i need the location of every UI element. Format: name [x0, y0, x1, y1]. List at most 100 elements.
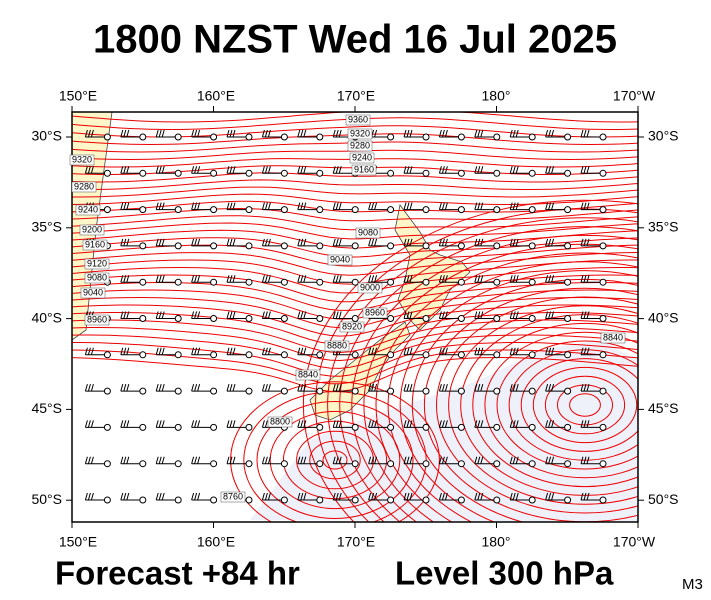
- wind-barb: [480, 238, 484, 247]
- wind-barb: [232, 383, 236, 392]
- station: [103, 460, 111, 468]
- wind-barb: [403, 383, 407, 392]
- wind-barb: [368, 202, 372, 210]
- wind-barb: [155, 275, 159, 283]
- wind-barb: [583, 238, 587, 247]
- wind-barb: [303, 129, 307, 138]
- station: [387, 460, 395, 468]
- wind-barb: [515, 129, 519, 138]
- wind-barb: [512, 383, 516, 392]
- wind-barb: [545, 238, 549, 247]
- lat-label-left: 35°S: [31, 219, 62, 235]
- wind-barb: [264, 202, 268, 210]
- wind-barb: [371, 492, 375, 501]
- contour: [351, 234, 638, 522]
- wind-barb: [120, 275, 124, 283]
- contour: [315, 208, 638, 522]
- contour-label-box: [84, 314, 110, 326]
- station: [210, 242, 218, 250]
- contour-label: 9240: [78, 204, 98, 214]
- station: [351, 242, 359, 250]
- wind-barb: [586, 166, 590, 174]
- wind-barb: [406, 129, 410, 138]
- wind-barb: [155, 420, 159, 428]
- station: [422, 460, 430, 468]
- wind-barb: [197, 311, 201, 319]
- wind-barb: [194, 129, 198, 138]
- wind-barb: [155, 492, 159, 501]
- wind-barb: [303, 311, 307, 319]
- lat-label-left: 45°S: [31, 400, 62, 416]
- station: [528, 206, 536, 214]
- wind-barb: [158, 311, 162, 319]
- contour-label: 8960: [87, 314, 107, 324]
- wind-barb: [158, 347, 162, 355]
- station: [457, 133, 465, 141]
- contour-label: 9200: [82, 224, 102, 234]
- wind-barb: [261, 166, 265, 174]
- station: [528, 423, 536, 431]
- contour: [72, 222, 638, 240]
- wind-barb: [197, 492, 201, 501]
- wind-barb: [480, 456, 484, 464]
- station: [422, 242, 430, 250]
- wind-barb: [480, 166, 484, 174]
- wind-barb: [126, 166, 130, 174]
- wind-barb: [444, 492, 448, 501]
- wind-barb: [441, 456, 445, 464]
- wind-barb: [441, 492, 445, 501]
- station: [493, 169, 501, 177]
- wind-barb: [120, 202, 124, 210]
- wind-barb: [229, 202, 233, 210]
- wind-barb: [438, 456, 442, 464]
- wind-barb: [123, 129, 127, 138]
- wind-barb: [548, 275, 552, 283]
- wind-barb: [126, 311, 130, 319]
- wind-barb: [583, 311, 587, 319]
- wind-barb: [297, 347, 301, 355]
- wind-barb: [509, 275, 513, 283]
- wind-barb: [267, 311, 271, 319]
- station: [387, 133, 395, 141]
- wind-barb: [300, 238, 304, 247]
- contour-label: 8920: [342, 321, 362, 331]
- station: [564, 278, 572, 286]
- wind-barb: [267, 166, 271, 174]
- wind-barb: [477, 166, 481, 174]
- contour: [72, 186, 638, 198]
- contour-label-box: [600, 332, 626, 344]
- wind-barb: [332, 492, 336, 501]
- station: [245, 496, 253, 504]
- station: [457, 423, 465, 431]
- wind-barb: [338, 166, 342, 174]
- wind-barb: [87, 347, 91, 355]
- wind-barb: [371, 383, 375, 392]
- wind-barb: [232, 129, 236, 138]
- contour: [72, 274, 638, 303]
- wind-barb: [338, 420, 342, 428]
- wind-barb: [545, 129, 549, 138]
- wind-barb: [194, 238, 198, 247]
- wind-barb: [441, 275, 445, 283]
- station: [174, 387, 182, 395]
- wind-barb: [480, 311, 484, 319]
- wind-barb: [261, 238, 265, 247]
- wind-barb: [226, 347, 230, 355]
- wind-barb: [444, 347, 448, 355]
- wind-barb: [512, 347, 516, 355]
- wind-barb: [580, 238, 584, 247]
- contour: [484, 331, 638, 479]
- wind-barb: [297, 202, 301, 210]
- wind-barb: [84, 420, 88, 428]
- wind-barb: [267, 238, 271, 247]
- contour-label: 9000: [360, 282, 380, 292]
- station: [422, 133, 430, 141]
- wind-barb: [158, 202, 162, 210]
- wind-barb: [87, 166, 91, 174]
- station: [457, 206, 465, 214]
- station: [139, 423, 147, 431]
- wind-barb: [197, 456, 201, 464]
- station: [528, 351, 536, 359]
- station: [387, 496, 395, 504]
- wind-barb: [232, 202, 236, 210]
